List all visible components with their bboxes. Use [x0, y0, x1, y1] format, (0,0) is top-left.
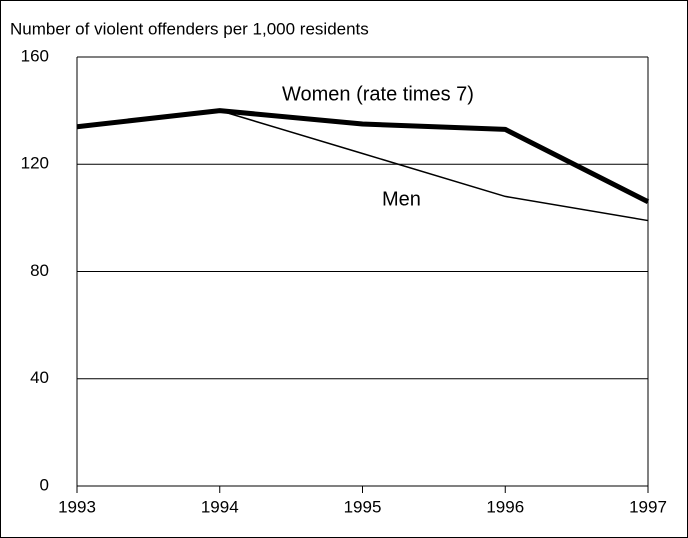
y-tick-label: 160: [21, 46, 49, 65]
x-tick-label: 1993: [58, 497, 96, 516]
x-tick-label: 1995: [344, 497, 382, 516]
x-tick-label: 1994: [201, 497, 239, 516]
line-series: [76, 109, 649, 222]
y-tick-label: 0: [40, 475, 49, 494]
y-tick-label: 120: [21, 154, 49, 173]
y-tick-label: 40: [30, 368, 49, 387]
line-series: [76, 108, 650, 205]
series-label: Women (rate times 7): [282, 83, 474, 105]
chart-title: Number of violent offenders per 1,000 re…: [10, 19, 369, 38]
x-tick-label: 1996: [486, 497, 524, 516]
x-tick-label: 1997: [629, 497, 667, 516]
y-tick-label: 80: [30, 261, 49, 280]
series-label: Men: [382, 188, 421, 210]
